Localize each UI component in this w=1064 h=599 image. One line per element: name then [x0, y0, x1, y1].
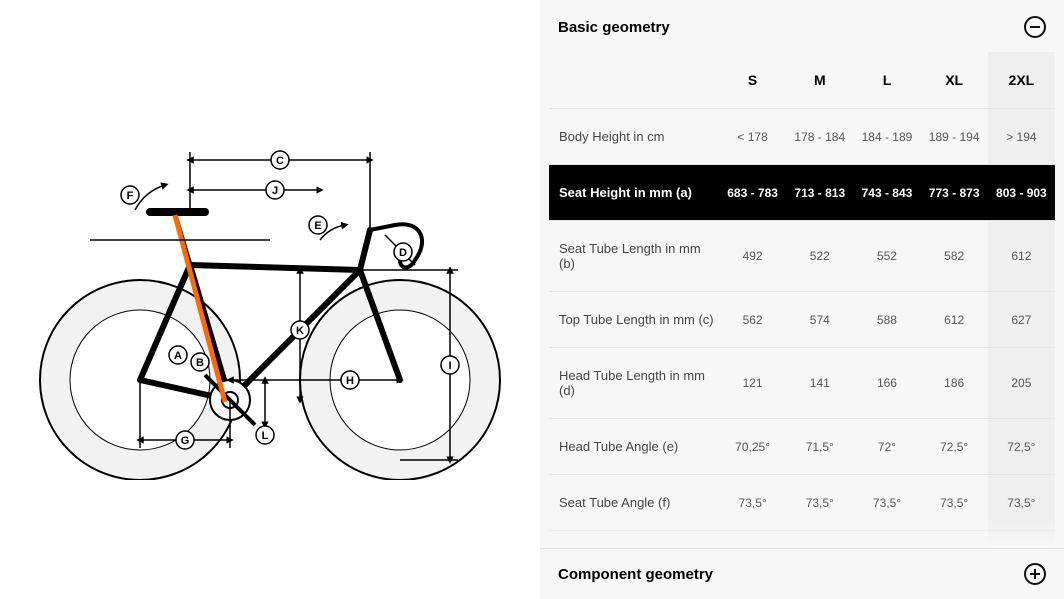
- component-geometry-panel: Component geometry: [540, 548, 1064, 599]
- row-value: 773 - 873: [921, 165, 988, 221]
- svg-text:E: E: [314, 220, 321, 232]
- row-value: 184 - 189: [853, 109, 920, 165]
- row-value: 552: [853, 221, 920, 292]
- row-value: 72,5°: [988, 419, 1055, 475]
- row-label: Seat Tube Angle (f): [549, 475, 719, 531]
- size-col-2xl: 2XL: [988, 52, 1055, 109]
- row-label: Seat Tube Length in mm (b): [549, 221, 719, 292]
- row-value: 73,5°: [988, 475, 1055, 531]
- row-value: 492: [719, 221, 786, 292]
- row-value: 612: [921, 292, 988, 348]
- svg-text:J: J: [272, 185, 278, 197]
- table-row[interactable]: Seat Tube Angle (f)73,5°73,5°73,5°73,5°7…: [549, 475, 1055, 531]
- row-value: 588: [853, 292, 920, 348]
- diagram-label-a: A: [169, 346, 187, 364]
- table-row[interactable]: Top Tube Length in mm (c)562574588612627: [549, 292, 1055, 348]
- size-col-l: L: [853, 52, 920, 109]
- geometry-table-scroll: S M L XL 2XL Body Height in cm< 178178 -…: [540, 52, 1064, 548]
- size-col-s: S: [719, 52, 786, 109]
- diagram-label-e: E: [309, 216, 327, 234]
- svg-text:I: I: [448, 360, 451, 372]
- row-value: 683 - 783: [719, 165, 786, 221]
- row-value: 72°: [853, 419, 920, 475]
- table-row[interactable]: Seat Tube Length in mm (b)49252255258261…: [549, 221, 1055, 292]
- svg-text:C: C: [276, 155, 284, 167]
- row-value: 627: [988, 292, 1055, 348]
- geometry-table: S M L XL 2XL Body Height in cm< 178178 -…: [549, 52, 1055, 548]
- row-value: 189 - 194: [921, 109, 988, 165]
- row-label: Head Tube Angle (e): [549, 419, 719, 475]
- row-label: Seat Height in mm (a): [549, 165, 719, 221]
- table-row[interactable]: Head Tube Angle (e)70,25°71,5°72°72,5°72…: [549, 419, 1055, 475]
- diagram-label-k: K: [291, 321, 309, 339]
- row-value: 435: [853, 531, 920, 549]
- geometry-table-header-row: S M L XL 2XL: [549, 52, 1055, 109]
- geometry-diagram: C J F E D A B K H I G L: [0, 0, 540, 599]
- diagram-label-h: H: [341, 371, 359, 389]
- row-value: 435: [921, 531, 988, 549]
- row-value: 166: [853, 348, 920, 419]
- row-value: 522: [786, 221, 853, 292]
- row-value: 73,5°: [853, 475, 920, 531]
- row-value: 612: [988, 221, 1055, 292]
- basic-geometry-header[interactable]: Basic geometry: [540, 0, 1064, 52]
- row-value: 713 - 813: [786, 165, 853, 221]
- row-value: 435: [988, 531, 1055, 549]
- size-col-m: M: [786, 52, 853, 109]
- diagram-label-d: D: [394, 243, 412, 261]
- row-label: Head Tube Length in mm (d): [549, 348, 719, 419]
- row-value: 72,5°: [921, 419, 988, 475]
- row-value: 574: [786, 292, 853, 348]
- svg-text:A: A: [174, 350, 182, 362]
- row-value: 582: [921, 221, 988, 292]
- basic-geometry-title: Basic geometry: [558, 19, 670, 36]
- row-value: 73,5°: [786, 475, 853, 531]
- table-row[interactable]: Seat Height in mm (a)683 - 783713 - 8137…: [549, 165, 1055, 221]
- row-value: 435: [719, 531, 786, 549]
- row-value: > 194: [988, 109, 1055, 165]
- diagram-label-i: I: [441, 356, 459, 374]
- row-value: 205: [988, 348, 1055, 419]
- diagram-label-g: G: [176, 431, 194, 449]
- component-geometry-header[interactable]: Component geometry: [540, 549, 1064, 599]
- svg-text:D: D: [399, 247, 407, 259]
- row-value: 121: [719, 348, 786, 419]
- row-label: Body Height in cm: [549, 109, 719, 165]
- svg-text:H: H: [346, 375, 354, 387]
- row-value: 73,5°: [921, 475, 988, 531]
- table-row[interactable]: Body Height in cm< 178178 - 184184 - 189…: [549, 109, 1055, 165]
- table-row[interactable]: Head Tube Length in mm (d)12114116618620…: [549, 348, 1055, 419]
- diagram-label-c: C: [271, 151, 289, 169]
- row-value: 141: [786, 348, 853, 419]
- diagram-label-b: B: [191, 353, 209, 371]
- component-geometry-title: Component geometry: [558, 566, 713, 583]
- expand-icon[interactable]: [1024, 563, 1046, 585]
- row-value: 803 - 903: [988, 165, 1055, 221]
- row-label: Chainstay Length in mm (g): [549, 531, 719, 549]
- table-row[interactable]: Chainstay Length in mm (g)43543543543543…: [549, 531, 1055, 549]
- svg-text:K: K: [296, 325, 304, 337]
- row-value: 435: [786, 531, 853, 549]
- diagram-label-f: F: [121, 186, 139, 204]
- row-value: 743 - 843: [853, 165, 920, 221]
- collapse-icon[interactable]: [1024, 16, 1046, 38]
- size-col-xl: XL: [921, 52, 988, 109]
- row-value: 562: [719, 292, 786, 348]
- row-label: Top Tube Length in mm (c): [549, 292, 719, 348]
- row-value: 178 - 184: [786, 109, 853, 165]
- row-value: 73,5°: [719, 475, 786, 531]
- row-value: < 178: [719, 109, 786, 165]
- diagram-label-j: J: [266, 181, 284, 199]
- row-value: 71,5°: [786, 419, 853, 475]
- svg-text:L: L: [262, 430, 269, 442]
- svg-text:G: G: [181, 435, 190, 447]
- svg-text:F: F: [127, 190, 134, 202]
- svg-text:B: B: [196, 357, 204, 369]
- geometry-panels: Basic geometry S M L XL 2XL Body Height …: [540, 0, 1064, 599]
- row-value: 70,25°: [719, 419, 786, 475]
- row-value: 186: [921, 348, 988, 419]
- diagram-label-l: L: [256, 426, 274, 444]
